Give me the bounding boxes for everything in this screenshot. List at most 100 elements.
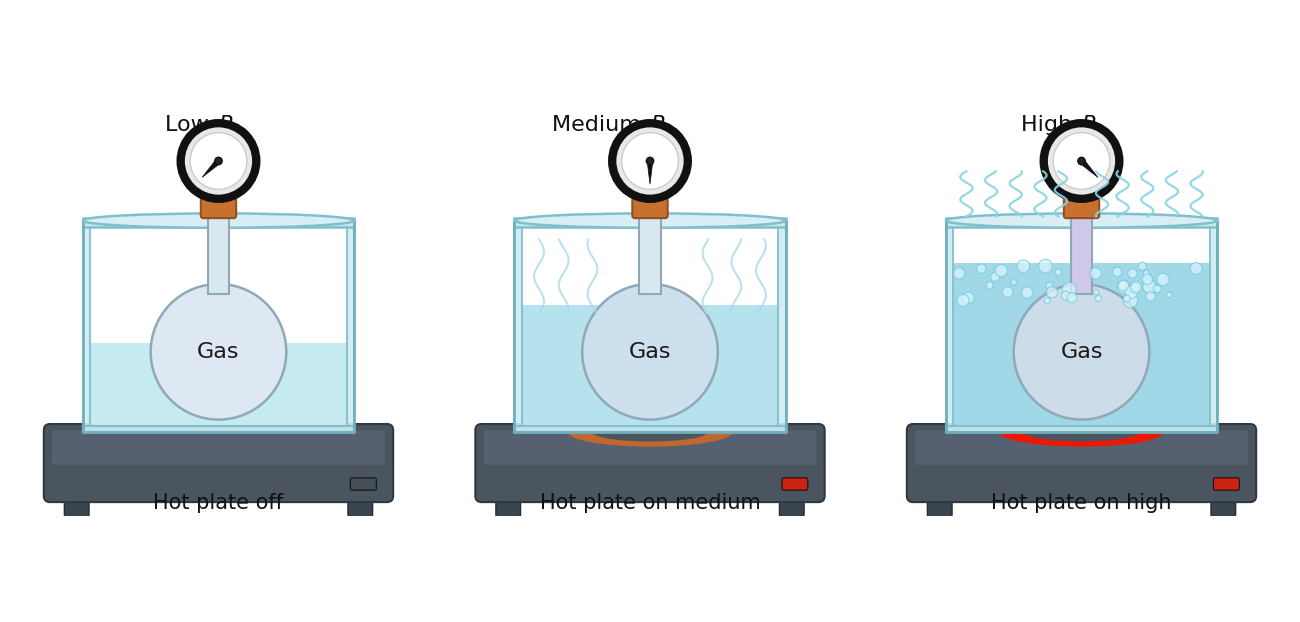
Circle shape	[1143, 274, 1153, 284]
Circle shape	[1062, 282, 1076, 297]
Polygon shape	[647, 161, 653, 184]
Circle shape	[1017, 260, 1030, 272]
Bar	[946, 426, 1217, 432]
Circle shape	[151, 284, 286, 420]
FancyBboxPatch shape	[907, 424, 1256, 502]
Circle shape	[1056, 269, 1062, 276]
Text: Gas: Gas	[1061, 342, 1102, 362]
Bar	[946, 221, 953, 432]
Circle shape	[1078, 157, 1086, 165]
Circle shape	[976, 264, 985, 274]
Circle shape	[1014, 284, 1149, 420]
Bar	[521, 305, 779, 432]
Ellipse shape	[946, 213, 1217, 228]
FancyBboxPatch shape	[348, 492, 373, 516]
Circle shape	[987, 282, 993, 289]
FancyBboxPatch shape	[781, 478, 807, 490]
Text: Gas: Gas	[198, 342, 239, 362]
FancyBboxPatch shape	[915, 430, 1248, 465]
Text: High: High	[1022, 114, 1079, 134]
Bar	[515, 221, 521, 432]
FancyBboxPatch shape	[44, 424, 393, 502]
Text: Gas: Gas	[629, 342, 671, 362]
Circle shape	[1124, 285, 1138, 299]
Circle shape	[1044, 123, 1119, 199]
Circle shape	[1113, 267, 1122, 277]
Circle shape	[1067, 293, 1076, 303]
Text: Low: Low	[165, 114, 216, 134]
Ellipse shape	[83, 213, 354, 228]
FancyBboxPatch shape	[52, 430, 385, 465]
Circle shape	[1046, 282, 1053, 289]
Bar	[1210, 221, 1217, 432]
FancyBboxPatch shape	[200, 198, 237, 218]
FancyBboxPatch shape	[1063, 198, 1100, 218]
Text: P: P	[218, 114, 231, 134]
Circle shape	[214, 157, 222, 165]
Circle shape	[1011, 279, 1017, 285]
Circle shape	[646, 157, 654, 165]
Bar	[347, 221, 354, 432]
Circle shape	[181, 123, 256, 199]
Circle shape	[1143, 270, 1149, 276]
Circle shape	[1143, 280, 1156, 294]
Text: P: P	[1082, 114, 1095, 134]
Ellipse shape	[1024, 423, 1139, 442]
Bar	[953, 263, 1210, 432]
Circle shape	[1127, 269, 1138, 278]
Bar	[1071, 216, 1092, 294]
Ellipse shape	[1000, 418, 1164, 447]
FancyBboxPatch shape	[780, 492, 805, 516]
FancyBboxPatch shape	[484, 430, 816, 465]
Circle shape	[1022, 287, 1034, 299]
Circle shape	[1089, 267, 1101, 279]
Text: Medium: Medium	[552, 114, 647, 134]
Circle shape	[1096, 295, 1101, 302]
Text: P: P	[650, 114, 663, 134]
Circle shape	[612, 123, 688, 199]
Circle shape	[1061, 291, 1070, 300]
Ellipse shape	[515, 213, 785, 228]
Bar	[83, 221, 90, 432]
Circle shape	[1039, 259, 1052, 273]
Polygon shape	[1079, 159, 1098, 177]
Bar	[640, 216, 660, 294]
FancyBboxPatch shape	[495, 492, 520, 516]
Circle shape	[957, 294, 968, 307]
FancyBboxPatch shape	[1213, 478, 1239, 490]
Circle shape	[1166, 292, 1173, 298]
FancyBboxPatch shape	[632, 198, 668, 218]
Bar	[515, 426, 785, 432]
Text: Hot plate on high: Hot plate on high	[992, 493, 1171, 513]
Circle shape	[1145, 292, 1156, 301]
Ellipse shape	[593, 423, 707, 442]
Circle shape	[1053, 132, 1110, 189]
Circle shape	[1131, 282, 1139, 290]
Bar	[779, 221, 785, 432]
Circle shape	[621, 132, 679, 189]
Text: Hot plate off: Hot plate off	[153, 493, 283, 513]
Circle shape	[1002, 287, 1013, 297]
Circle shape	[1123, 295, 1130, 302]
FancyBboxPatch shape	[351, 478, 376, 490]
Circle shape	[1123, 293, 1138, 308]
Text: Hot plate on medium: Hot plate on medium	[540, 493, 760, 513]
Circle shape	[1139, 262, 1147, 271]
Bar	[515, 218, 785, 226]
Circle shape	[1046, 287, 1058, 298]
FancyBboxPatch shape	[476, 424, 824, 502]
Bar	[83, 426, 354, 432]
Circle shape	[1157, 273, 1169, 285]
Circle shape	[1093, 289, 1098, 295]
Bar	[946, 218, 1217, 226]
FancyBboxPatch shape	[1212, 492, 1235, 516]
Circle shape	[1131, 282, 1141, 293]
Bar	[90, 343, 347, 432]
Bar	[208, 216, 229, 294]
Circle shape	[1153, 285, 1161, 293]
FancyBboxPatch shape	[65, 492, 88, 516]
Circle shape	[1191, 262, 1202, 274]
Circle shape	[994, 264, 1008, 277]
Circle shape	[953, 267, 965, 279]
Circle shape	[1118, 281, 1128, 291]
